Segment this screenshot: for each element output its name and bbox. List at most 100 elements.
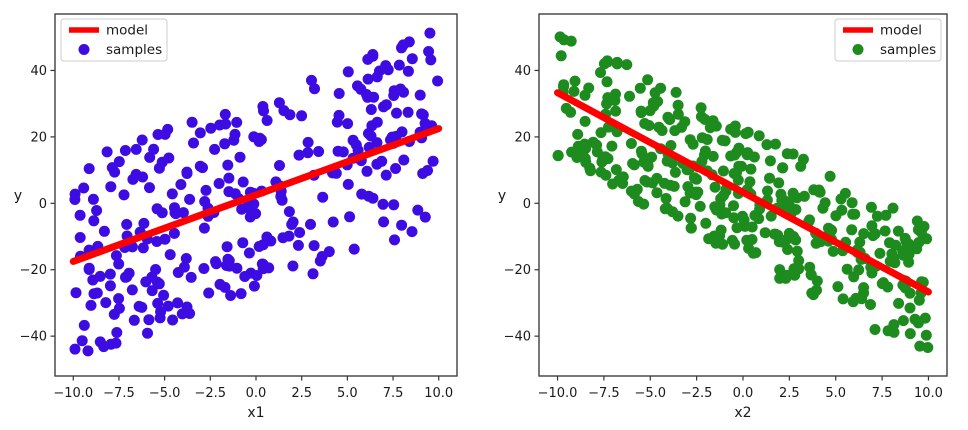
sample-point: [175, 179, 187, 190]
sample-point: [159, 128, 171, 140]
sample-point: [879, 225, 891, 237]
sample-point: [78, 182, 90, 194]
sample-point: [105, 338, 117, 350]
sample-point: [729, 120, 741, 132]
x-tick-label: −2.5: [681, 386, 713, 401]
sample-point: [424, 27, 436, 39]
sample-point: [759, 227, 771, 239]
sample-point: [146, 285, 158, 297]
sample-point: [746, 234, 758, 245]
sample-point: [791, 245, 803, 257]
sample-point: [701, 134, 713, 145]
sample-point: [253, 136, 265, 147]
sample-point: [846, 197, 858, 209]
sample-point: [679, 116, 691, 128]
sample-point: [707, 150, 719, 162]
x-tick-label: −5.0: [634, 386, 666, 401]
sample-point: [292, 239, 304, 251]
sample-point: [783, 227, 795, 239]
sample-point: [804, 261, 816, 273]
sample-point: [610, 164, 622, 176]
sample-point: [127, 173, 139, 185]
x-tick-label: 2.5: [779, 386, 800, 401]
sample-point: [113, 258, 125, 270]
sample-point: [153, 162, 165, 174]
sample-point: [611, 56, 623, 68]
sample-point: [391, 107, 402, 119]
sample-point: [237, 237, 249, 249]
sample-point: [327, 216, 339, 228]
sample-point: [225, 290, 237, 301]
panel-left: −10.0 −7.5 −5.0 −2.5 0.0 2.5 5.0 7.5 10.0 40 20 0 −2…: [14, 13, 458, 421]
sample-point: [121, 218, 133, 230]
sample-point: [130, 143, 142, 155]
sample-point: [695, 102, 707, 114]
sample-point: [764, 155, 776, 167]
sample-point: [874, 247, 886, 259]
sample-point: [87, 274, 99, 286]
sample-point: [302, 136, 314, 148]
sample-point: [780, 272, 792, 284]
sample-point: [795, 160, 807, 172]
sample-point: [402, 65, 414, 77]
sample-point: [231, 116, 243, 128]
x-tick-label: 5.0: [825, 386, 846, 401]
sample-point: [241, 201, 253, 213]
sample-point: [333, 109, 345, 121]
sample-point: [555, 50, 567, 62]
sample-point: [918, 221, 930, 232]
sample-point: [599, 151, 611, 163]
sample-point: [560, 102, 572, 114]
sample-point: [317, 191, 329, 203]
sample-point: [390, 163, 402, 174]
sample-point: [899, 282, 911, 294]
sample-point: [743, 242, 755, 254]
sample-point: [344, 211, 356, 223]
sample-point: [569, 75, 581, 87]
sample-point: [152, 297, 164, 309]
sample-point: [378, 216, 390, 228]
sample-point: [793, 263, 805, 275]
sample-point: [119, 145, 131, 156]
sample-point: [198, 222, 210, 234]
sample-point: [685, 212, 697, 224]
sample-point: [388, 85, 400, 97]
sample-point: [180, 253, 192, 264]
sample-point: [552, 149, 564, 161]
legend-dot-swatch: [78, 44, 90, 55]
sample-point: [835, 193, 847, 205]
legend-label: samples: [880, 42, 936, 58]
plot-frame: [538, 13, 948, 377]
sample-point: [871, 210, 883, 222]
sample-point: [402, 106, 414, 118]
sample-point: [275, 191, 287, 202]
sample-point: [602, 92, 614, 104]
sample-point: [685, 222, 697, 234]
sample-point: [136, 301, 148, 313]
sample-point: [737, 210, 748, 222]
sample-point: [419, 211, 431, 223]
x-tick-label: −10.0: [538, 386, 578, 401]
sample-point: [627, 158, 639, 169]
sample-point: [371, 116, 383, 128]
sample-point: [672, 210, 684, 222]
sample-point: [164, 249, 176, 261]
sample-point: [414, 89, 426, 101]
sample-point: [146, 271, 158, 283]
sample-point: [625, 185, 637, 197]
sample-point: [258, 105, 269, 117]
sample-point: [663, 113, 675, 125]
sample-point: [76, 335, 88, 347]
sample-point: [684, 187, 696, 199]
sample-point: [283, 206, 295, 218]
sample-point: [638, 198, 650, 210]
legend-label: model: [106, 23, 148, 39]
sample-point: [425, 54, 437, 66]
sample-point: [376, 155, 388, 167]
sample-point: [826, 224, 838, 236]
legend-label: samples: [106, 42, 162, 58]
sample-point: [188, 137, 199, 149]
sample-point: [761, 139, 773, 151]
sample-point: [746, 221, 758, 233]
